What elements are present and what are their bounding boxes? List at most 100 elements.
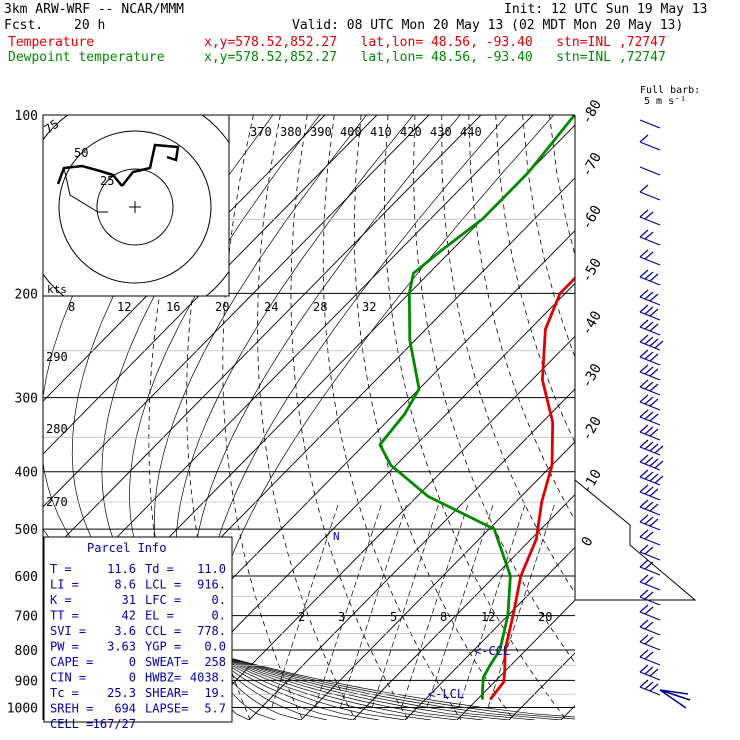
wind-barb-feather — [644, 211, 654, 220]
wind-barb-feather — [649, 293, 659, 302]
isotherm — [43, 115, 378, 455]
parcel-key: LAPSE= — [145, 702, 188, 716]
pressure-label: 900 — [15, 674, 38, 689]
isotherm — [43, 115, 430, 508]
wind-barb-feather — [649, 353, 659, 362]
wind-barb-feather — [649, 383, 659, 392]
dewpoint-legend: Dewpoint temperature — [8, 50, 165, 65]
parcel-value: 0 — [129, 671, 136, 685]
wind-barb-feather — [639, 364, 649, 373]
wind-barb-feather — [649, 668, 659, 677]
wind-barb-feather — [639, 484, 649, 493]
parcel-value: 167/27 — [93, 717, 136, 731]
parcel-key: SWEAT= — [145, 655, 188, 669]
wind-barb-feather — [649, 308, 659, 317]
wind-barb-feather — [644, 471, 654, 480]
dewpoint-location: x,y=578.52,852.27 lat,lon= 48.56, -93.40… — [204, 50, 666, 65]
parcel-value: 11.6 — [107, 562, 136, 576]
model-title: 3km ARW-WRF -- NCAR/MMM — [4, 2, 185, 17]
wind-barb-feather — [639, 589, 649, 598]
parcel-key: HWBZ= — [145, 671, 181, 685]
pressure-label: 700 — [15, 610, 38, 625]
theta-e-label: 390 — [310, 125, 332, 139]
pressure-label: 800 — [15, 644, 38, 659]
wind-barb-feather — [644, 441, 654, 450]
wind-barb-feather — [644, 606, 654, 615]
dry-adiabat — [222, 115, 304, 720]
wind-barb — [639, 581, 661, 591]
wind-barb-feather — [644, 651, 654, 660]
lcl-annotation: <-LCL — [428, 687, 464, 701]
wind-barb-feather — [639, 619, 649, 628]
wind-barb-feather — [639, 409, 649, 418]
plot-frame — [574, 115, 697, 601]
wind-barb-feather — [644, 636, 654, 645]
dry-adiabat — [322, 115, 462, 720]
parcel-info-panel — [43, 536, 233, 723]
wind-barb-feather — [649, 458, 659, 467]
wind-barb-feather — [654, 340, 664, 349]
wind-barb — [639, 656, 661, 666]
parcel-key: K = — [50, 593, 72, 607]
forecast-label: Fcst. — [4, 18, 44, 33]
wind-barb-feather — [654, 475, 664, 484]
wind-barb-feather — [639, 634, 649, 643]
wind-barb-feather — [639, 134, 649, 143]
temperature-profile — [488, 276, 575, 701]
wind-barb — [639, 191, 661, 201]
parcel-key: T = — [50, 562, 72, 576]
isotherm — [196, 335, 575, 720]
parcel-value: 0. — [212, 609, 226, 623]
dry-adiabat — [657, 115, 740, 720]
wind-barb-feather — [639, 379, 649, 388]
parcel-value: 5.7 — [204, 702, 226, 716]
wind-barb-feather — [649, 323, 659, 332]
isotherm-label: -40 — [579, 308, 606, 338]
wind-barb — [639, 216, 661, 226]
wind-barb-feather — [644, 306, 654, 315]
hodograph-ring — [96, 168, 174, 246]
hodograph-panel — [42, 114, 230, 297]
wind-barb-feather — [639, 249, 649, 258]
moist-adiabat — [43, 568, 536, 720]
theta-e-label: 440 — [460, 125, 482, 139]
mixing-ratio-label: 32 — [362, 300, 376, 314]
wind-legend-line1: Full barb: — [640, 85, 700, 96]
wind-barb-feather — [644, 381, 654, 390]
mixing-ratio-label: 5 — [390, 610, 397, 624]
dry-adiabat — [684, 115, 740, 720]
wind-barb-feather — [649, 338, 659, 347]
wind-barb-feather — [644, 321, 654, 330]
parcel-key: CAPE = — [50, 655, 93, 669]
parcel-key: SHEAR= — [145, 686, 188, 700]
mixing-ratio-label: 20 — [215, 300, 229, 314]
isotherm-label: -70 — [579, 150, 606, 180]
wind-barb-feather — [639, 229, 649, 238]
wind-barb-feather — [644, 621, 654, 630]
wind-barb-feather — [644, 681, 654, 690]
wind-barb — [639, 166, 661, 176]
wind-barb-feather — [654, 445, 664, 454]
pressure-label: 400 — [15, 466, 38, 481]
wind-barb-feather — [639, 289, 649, 298]
theta-e-label: 430 — [430, 125, 452, 139]
wind-barb-feather — [644, 486, 654, 495]
parcel-value: 258 — [204, 655, 226, 669]
parcel-info-title: Parcel Info — [87, 541, 166, 555]
wind-barb — [639, 236, 661, 246]
wind-barb-feather — [644, 456, 654, 465]
wind-barb-feather — [639, 574, 649, 583]
wind-barb-feather — [654, 460, 664, 469]
wind-barb-feather — [639, 209, 649, 218]
dry-adiabat — [257, 115, 356, 720]
wind-barb-feather — [639, 529, 649, 538]
wind-barb-feather — [639, 439, 649, 448]
mixing-ratio-label: 12 — [481, 610, 495, 624]
wind-barb-feather — [644, 516, 654, 525]
parcel-value: 19. — [204, 686, 226, 700]
theta-e-label: 420 — [400, 125, 422, 139]
parcel-value: 694 — [114, 702, 136, 716]
wind-barb-feather — [644, 396, 654, 405]
isotherm — [43, 115, 482, 561]
